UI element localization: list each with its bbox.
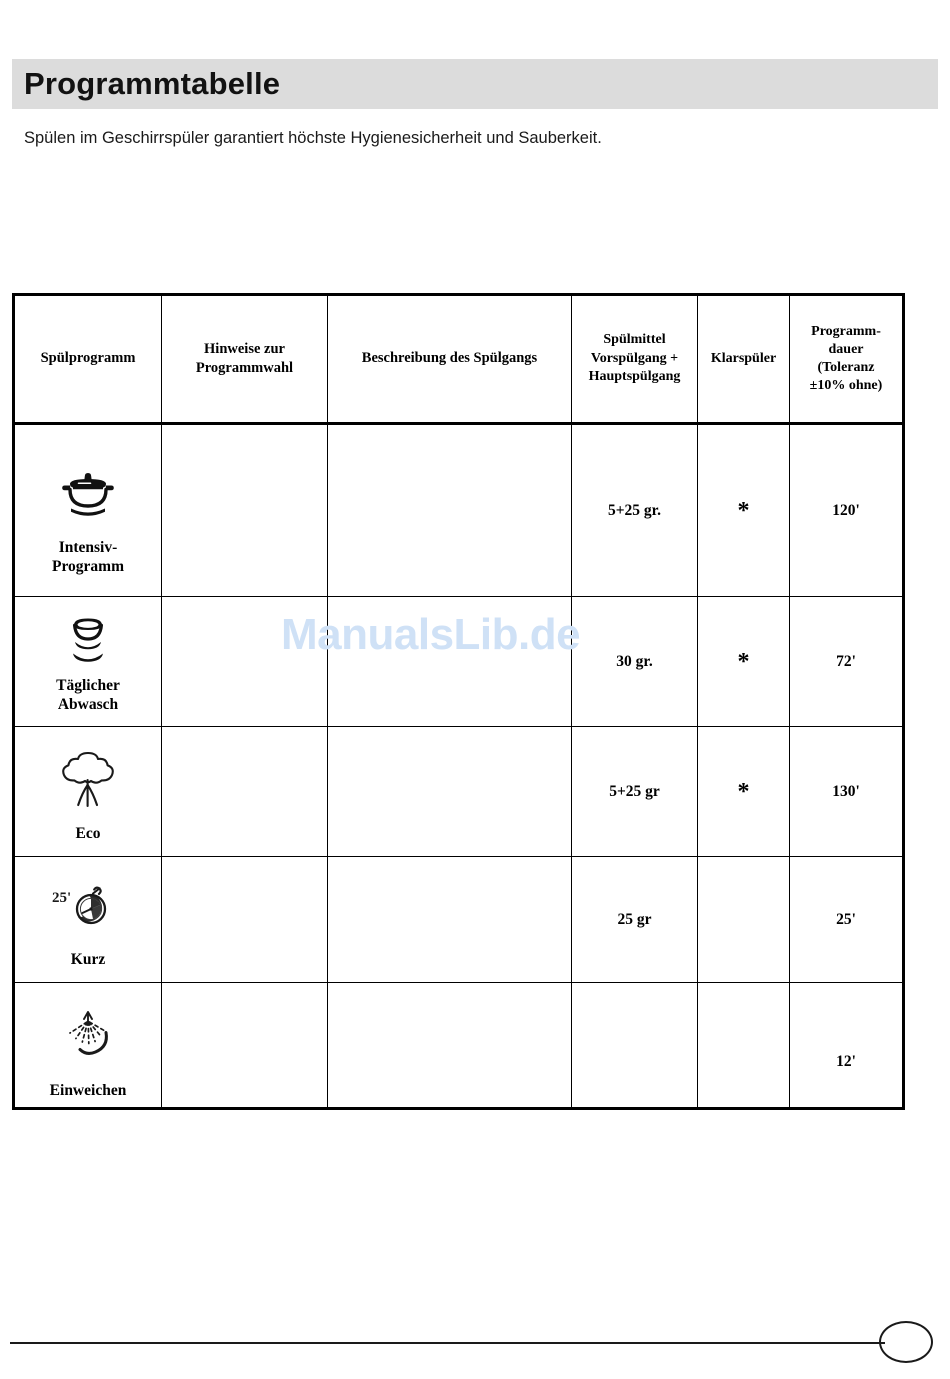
- rinse-aid-cell: *: [697, 596, 790, 727]
- duration-cell: 25': [789, 856, 904, 983]
- table-row: Einweichen 12': [13, 982, 904, 1109]
- program-cell-einweichen: Einweichen: [13, 982, 162, 1109]
- svg-text:25': 25': [52, 890, 71, 906]
- duration-cell: 120': [789, 423, 904, 597]
- hinweise-cell: [161, 726, 328, 857]
- rinse-aid-star: *: [737, 497, 750, 524]
- detergent-cell: 25 gr: [571, 856, 698, 983]
- table-header: Spülprogramm Hinweise zur Programmwahl B…: [13, 294, 904, 425]
- rinse-aid-star: *: [737, 778, 750, 805]
- program-cell-kurz: 25': [13, 856, 162, 983]
- hinweise-cell: [161, 423, 328, 597]
- intro-paragraph: Spülen im Geschirrspüler garantiert höch…: [24, 129, 602, 147]
- header-label-spulmittel-line3: Hauptspülgang: [588, 369, 681, 385]
- header-cell-beschreibung: Beschreibung des Spülgangs: [327, 294, 572, 425]
- beschreibung-cell: [327, 726, 572, 857]
- program-label-line1: Täglicher: [56, 676, 120, 694]
- detergent-cell: 5+25 gr.: [571, 423, 698, 597]
- rinse-aid-cell: [697, 982, 790, 1109]
- beschreibung-cell: [327, 596, 572, 727]
- stacked-bowls-icon: [57, 615, 119, 667]
- program-table: Spülprogramm Hinweise zur Programmwahl B…: [12, 293, 905, 1110]
- program-cell-intensiv: Intensiv- Programm: [13, 423, 162, 597]
- header-label-spulprogramm: Spülprogramm: [40, 350, 136, 367]
- beschreibung-cell: [327, 982, 572, 1109]
- header-label-spulmittel-line1: Spülmittel: [603, 332, 666, 348]
- header-cell-klarspuler: Klarspüler: [697, 294, 790, 425]
- program-cell-eco: Eco: [13, 726, 162, 857]
- header-label-dauer-line2: dauer: [828, 341, 864, 357]
- program-label-line1: Einweichen: [49, 1081, 127, 1099]
- page-title: Programmtabelle: [24, 66, 281, 101]
- page-number-badge: [879, 1321, 933, 1363]
- header-row: Spülprogramm Hinweise zur Programmwahl B…: [13, 294, 904, 425]
- rinse-aid-cell: *: [697, 726, 790, 857]
- table-row: Täglicher Abwasch 30 gr. * 72': [13, 596, 904, 727]
- tree-icon: [56, 749, 120, 811]
- hinweise-cell: [161, 856, 328, 983]
- stopwatch-icon: 25': [50, 883, 126, 931]
- duration-cell: 12': [789, 982, 904, 1109]
- footer-divider: [10, 1342, 885, 1344]
- program-label-line2: Programm: [51, 557, 125, 575]
- page-heading-band: Programmtabelle: [12, 59, 938, 109]
- duration-cell: 72': [789, 596, 904, 727]
- header-cell-spulprogramm: Spülprogramm: [13, 294, 162, 425]
- program-table-container: Spülprogramm Hinweise zur Programmwahl B…: [12, 293, 905, 1110]
- detergent-cell: 5+25 gr: [571, 726, 698, 857]
- rinse-aid-cell: [697, 856, 790, 983]
- header-label-klarspuler: Klarspüler: [710, 350, 777, 366]
- table-row: Eco 5+25 gr * 130': [13, 726, 904, 857]
- program-label-line2: Abwasch: [57, 695, 119, 713]
- duration-cell: 130': [789, 726, 904, 857]
- table-row: Intensiv- Programm 5+25 gr. * 120': [13, 423, 904, 597]
- header-cell-programmdauer: Programm- dauer (Toleranz ±10% ohne): [789, 294, 904, 425]
- header-label-hinweise-line2: Programmwahl: [195, 360, 294, 376]
- beschreibung-cell: [327, 856, 572, 983]
- pot-icon: [57, 471, 119, 517]
- header-label-hinweise-line1: Hinweise zur: [204, 340, 285, 357]
- header-label-dauer-line3: (Toleranz: [817, 360, 875, 375]
- table-body: Intensiv- Programm 5+25 gr. * 120': [13, 423, 904, 1109]
- program-label-line1: Eco: [75, 825, 101, 843]
- detergent-cell: 30 gr.: [571, 596, 698, 727]
- header-label-dauer-line4: ±10% ohne): [809, 378, 883, 394]
- header-label-spulmittel-line2: Vorspülgang +: [590, 350, 679, 366]
- hinweise-cell: [161, 982, 328, 1109]
- header-cell-hinweise: Hinweise zur Programmwahl: [161, 294, 328, 425]
- table-row: 25': [13, 856, 904, 983]
- program-label-line1: Kurz: [70, 951, 106, 969]
- beschreibung-cell: [327, 423, 572, 597]
- program-label-line1: Intensiv-: [58, 538, 118, 556]
- hinweise-cell: [161, 596, 328, 727]
- header-cell-spulmittel: Spülmittel Vorspülgang + Hauptspülgang: [571, 294, 698, 425]
- rinse-aid-cell: *: [697, 423, 790, 597]
- detergent-cell: [571, 982, 698, 1109]
- rinse-aid-star: *: [737, 648, 750, 675]
- spray-icon: [56, 1006, 120, 1060]
- header-label-dauer-line1: Programm-: [811, 323, 881, 339]
- program-cell-taeglicher-abwasch: Täglicher Abwasch: [13, 596, 162, 727]
- header-label-beschreibung: Beschreibung des Spülgangs: [361, 350, 538, 367]
